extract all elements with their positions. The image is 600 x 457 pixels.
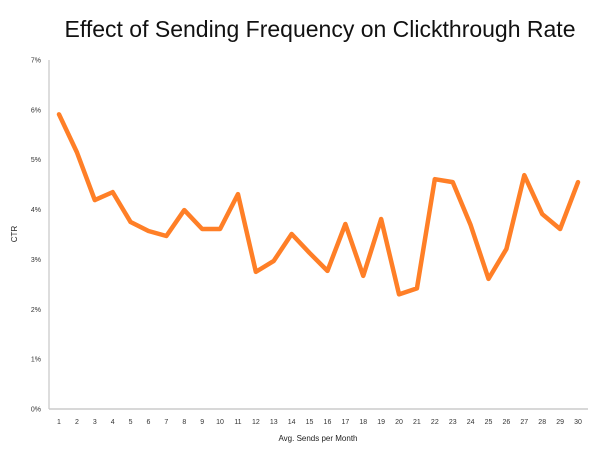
x-tick-label: 17: [341, 419, 349, 426]
x-tick-label: 28: [538, 419, 546, 426]
y-tick-label: 1%: [31, 357, 41, 364]
x-tick-label: 24: [467, 419, 475, 426]
x-tick-label: 15: [306, 419, 314, 426]
x-tick-label: 27: [520, 419, 528, 426]
x-tick-label: 29: [556, 419, 564, 426]
x-tick-label: 25: [485, 419, 493, 426]
y-tick-label: 5%: [31, 157, 41, 164]
x-tick-label: 16: [324, 419, 332, 426]
y-tick-label: 2%: [31, 307, 41, 314]
series-line-ctr: [56, 112, 581, 297]
x-tick-label: 3: [93, 419, 97, 426]
x-tick-label: 18: [359, 419, 367, 426]
x-axis-label: Avg. Sends per Month: [278, 434, 357, 443]
x-tick-label: 6: [147, 419, 151, 426]
x-tick-label: 21: [413, 419, 421, 426]
y-tick-label: 6%: [31, 107, 41, 114]
x-tick-label: 10: [216, 419, 224, 426]
x-tick-label: 4: [111, 419, 115, 426]
x-tick-label: 23: [449, 419, 457, 426]
x-tick-label: 14: [288, 419, 296, 426]
x-tick-label: 26: [503, 419, 511, 426]
x-tick-label: 8: [182, 419, 186, 426]
y-tick-label: 3%: [31, 257, 41, 264]
x-tick-label: 12: [252, 419, 260, 426]
y-tick-label: 7%: [31, 58, 41, 65]
chart-title: Effect of Sending Frequency on Clickthro…: [64, 16, 576, 42]
y-axis-label: CTR: [10, 226, 19, 243]
x-tick-label: 11: [234, 419, 241, 426]
x-tick-label: 2: [75, 419, 79, 426]
x-tick-label: 13: [270, 419, 278, 426]
x-tick-label: 9: [200, 419, 204, 426]
x-tick-label: 7: [164, 419, 168, 426]
x-tick-label: 5: [129, 419, 133, 426]
y-tick-label: 4%: [31, 207, 41, 214]
x-tick-label: 20: [395, 419, 403, 426]
x-tick-label: 22: [431, 419, 439, 426]
x-tick-label: 19: [377, 419, 385, 426]
y-tick-label: 0%: [31, 407, 41, 414]
x-tick-label: 30: [574, 419, 582, 426]
x-tick-label: 1: [57, 419, 61, 426]
